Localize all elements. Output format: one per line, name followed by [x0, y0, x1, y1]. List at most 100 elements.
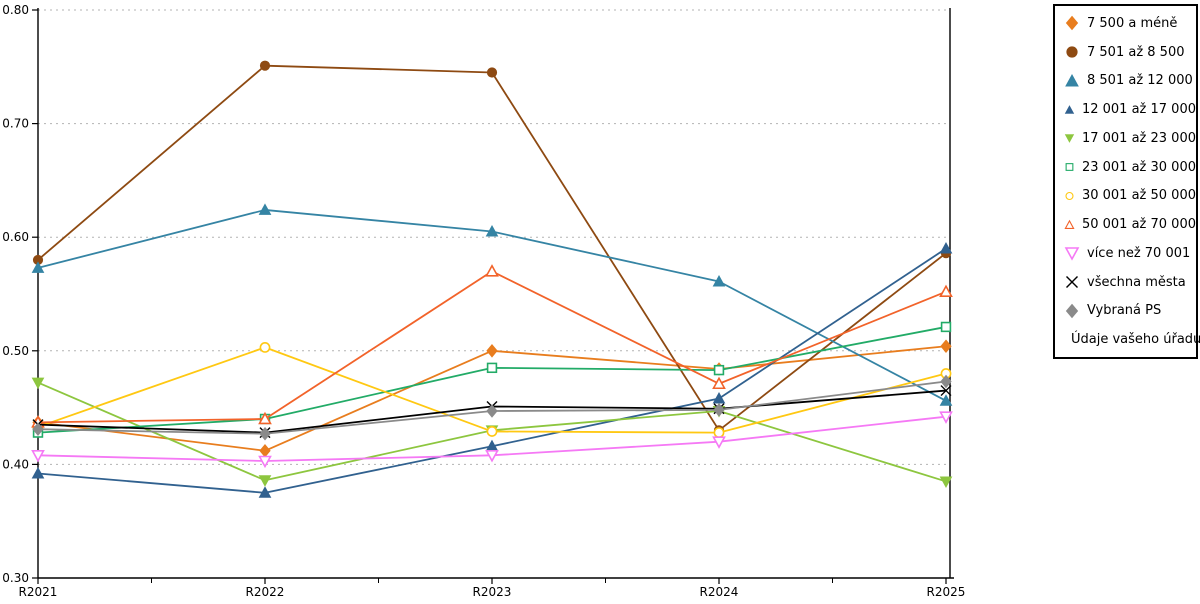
legend-label: 30 001 až 50 000 — [1081, 188, 1196, 204]
data-point — [486, 344, 498, 358]
legend-item: 50 001 až 70 000 — [1064, 213, 1196, 237]
data-point — [939, 476, 953, 488]
x-stroke — [1066, 276, 1078, 289]
legend-label: 7 501 až 8 500 — [1087, 44, 1185, 60]
circle-legend-marker-icon — [1066, 46, 1078, 58]
legend-item: 7 501 až 8 500 — [1064, 40, 1196, 64]
series-3 — [31, 242, 953, 498]
data-point — [31, 450, 45, 463]
data-point — [940, 374, 952, 389]
data-point — [31, 466, 45, 479]
data-point — [939, 394, 953, 406]
data-point — [31, 377, 45, 390]
data-point — [258, 203, 272, 215]
diamond-legend-marker-icon — [1065, 16, 1079, 31]
square-legend-marker-icon — [1065, 163, 1074, 172]
legend-item: 23 001 až 30 000 — [1064, 155, 1196, 179]
x-legend-marker-icon — [1066, 276, 1078, 289]
y-axis-label: 0.40 — [2, 457, 29, 471]
x-axis-label: R2023 — [473, 585, 512, 599]
diamond-legend-marker-icon — [1065, 303, 1079, 319]
data-point — [939, 411, 953, 424]
data-point — [1066, 46, 1078, 58]
y-axis-label: 0.70 — [2, 117, 29, 131]
series-2 — [31, 203, 953, 406]
x-axis: R2021 R2022 R2023 R2024 R2025 — [19, 8, 966, 599]
data-point — [1065, 73, 1079, 87]
data-point — [713, 427, 725, 438]
data-point — [258, 455, 272, 469]
data-point — [1065, 16, 1079, 31]
y-axis-label: 0.50 — [2, 344, 29, 358]
data-point — [1064, 247, 1080, 262]
series-line — [37, 64, 947, 432]
chart-legend: 7 500 a méně 7 501 až 8 500 8 501 až 12 00… — [1053, 4, 1200, 359]
data-point — [486, 426, 498, 437]
data-point — [713, 364, 725, 376]
legend-label: 23 001 až 30 000 — [1081, 159, 1196, 175]
data-point — [712, 436, 726, 449]
legend-item: 12 001 až 17 000 — [1064, 98, 1196, 122]
data-point — [486, 404, 498, 418]
data-point — [31, 261, 45, 273]
legend-item: 30 001 až 50 000 — [1064, 184, 1196, 208]
series-7 — [31, 264, 953, 428]
data-point — [259, 426, 271, 441]
legend-item: všechna města — [1064, 270, 1196, 294]
data-point — [485, 264, 499, 277]
y-axis-label: 0.80 — [2, 3, 29, 17]
data-point — [1064, 134, 1075, 144]
data-point — [258, 411, 272, 425]
data-point — [712, 391, 726, 404]
data-point — [1066, 276, 1078, 289]
data-point — [940, 339, 952, 354]
legend-label: 50 001 až 70 000 — [1081, 217, 1196, 233]
legend-item: 7 500 a méně — [1064, 11, 1196, 35]
data-point — [713, 403, 725, 417]
data-point — [1065, 303, 1079, 319]
triangle-up-legend-marker-icon — [1065, 73, 1079, 87]
data-point — [32, 422, 44, 436]
triangle-up-legend-marker-icon — [1064, 219, 1075, 229]
data-point — [939, 242, 953, 254]
triangle-down-legend-marker-icon — [1064, 134, 1075, 144]
x-axis-label: R2022 — [246, 585, 285, 599]
y-axis-label: 0.30 — [2, 571, 29, 585]
legend-label: všechna města — [1087, 274, 1186, 290]
series-1 — [32, 60, 952, 436]
circle-legend-marker-icon — [1065, 191, 1074, 200]
data-point — [259, 341, 271, 353]
legend-item: 8 501 až 12 000 — [1064, 69, 1196, 93]
x-axis-label: R2024 — [700, 585, 739, 599]
series-10 — [32, 374, 952, 441]
data-point — [1065, 191, 1074, 200]
data-point — [1065, 163, 1074, 172]
data-point — [940, 385, 952, 397]
data-point — [939, 284, 953, 298]
x-axis-label: R2025 — [927, 585, 966, 599]
x-stroke — [940, 385, 952, 397]
legend-label: 8 501 až 12 000 — [1087, 73, 1193, 89]
data-point — [485, 224, 499, 237]
legend-item: 17 001 až 23 000 — [1064, 126, 1196, 150]
data-point — [712, 376, 726, 390]
legend-item: Údaje vašeho úřadu — [1064, 328, 1200, 352]
data-point — [258, 475, 272, 487]
legend-item: více než 70 001 — [1064, 241, 1196, 265]
data-point — [258, 486, 272, 498]
legend-label: Údaje vašeho úřadu — [1071, 332, 1200, 348]
legend-label: 17 001 až 23 000 — [1081, 130, 1196, 146]
data-point — [940, 321, 952, 333]
legend-label: 12 001 až 17 000 — [1081, 102, 1196, 118]
data-point — [1064, 219, 1075, 229]
data-point — [259, 443, 271, 458]
x-axis-label: R2021 — [19, 585, 58, 599]
y-axis: 0.30 0.40 0.50 0.60 0.70 0.80 — [2, 3, 39, 585]
data-point — [486, 67, 498, 78]
gridlines — [38, 9, 946, 465]
series-8 — [31, 411, 953, 469]
legend-label: 7 500 a méně — [1087, 15, 1178, 31]
legend-item: Vybraná PS — [1064, 299, 1196, 323]
data-point — [1064, 104, 1075, 114]
